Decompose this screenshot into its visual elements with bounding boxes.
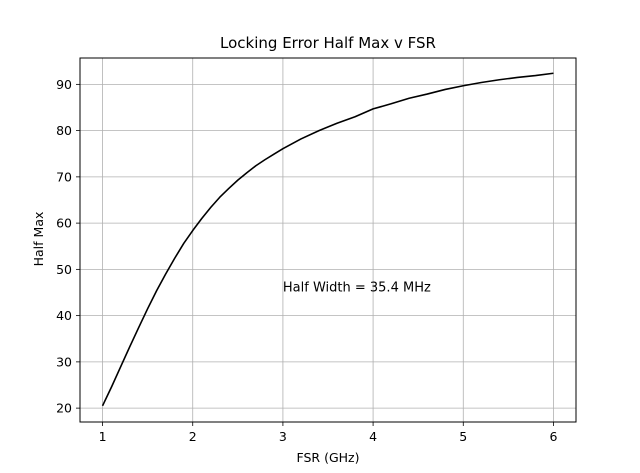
series-layer — [101, 72, 554, 407]
plot-frame — [79, 57, 577, 423]
x-tick-label: 3 — [279, 429, 287, 444]
y-tick-label: 60 — [56, 216, 72, 231]
x-tick-label: 5 — [459, 429, 467, 444]
x-tick-label: 1 — [99, 429, 107, 444]
y-tick-label: 40 — [56, 308, 72, 323]
chart-title: Locking Error Half Max v FSR — [220, 34, 436, 52]
y-tick-label: 70 — [56, 169, 72, 184]
y-tick-label: 50 — [56, 262, 72, 277]
y-tick-label: 30 — [56, 354, 72, 369]
y-tick-label: 20 — [56, 401, 72, 416]
x-axis-label: FSR (GHz) — [297, 450, 360, 465]
y-axis-label: Half Max — [31, 212, 46, 267]
series-line — [101, 72, 554, 407]
x-tick-label: 6 — [549, 429, 557, 444]
grid — [80, 58, 576, 422]
x-tick-label: 4 — [369, 429, 377, 444]
x-tick-label: 2 — [189, 429, 197, 444]
y-tick-label: 80 — [56, 123, 72, 138]
annotation-text: Half Width = 35.4 MHz — [283, 281, 431, 296]
y-tick-label: 90 — [56, 77, 72, 92]
ticks: 1 2 3 4 5 6 20 30 40 50 60 70 80 90 — [56, 77, 557, 444]
